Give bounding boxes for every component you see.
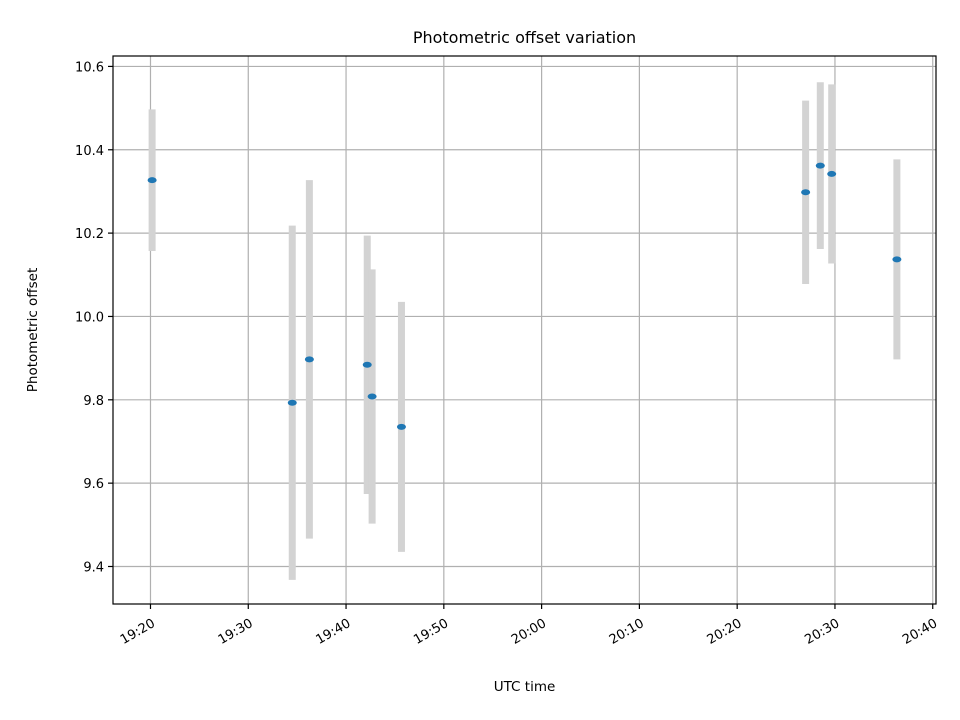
x-axis-label: UTC time	[494, 679, 556, 695]
y-tick-label: 10.6	[75, 60, 104, 75]
data-point	[827, 170, 837, 177]
grid	[113, 56, 936, 604]
y-axis-label: Photometric offset	[25, 268, 41, 392]
data-point	[362, 361, 372, 368]
y-tick-label: 9.8	[83, 394, 104, 409]
chart-title: Photometric offset variation	[413, 28, 636, 47]
data-point	[396, 423, 406, 430]
data-point	[892, 256, 902, 263]
data-markers	[147, 162, 902, 430]
data-point	[287, 399, 297, 406]
data-point	[147, 177, 157, 184]
data-point	[801, 189, 811, 196]
y-tick-label: 10.0	[75, 310, 104, 325]
y-tick-label: 9.6	[83, 477, 104, 492]
y-tick-label: 10.4	[75, 144, 104, 159]
data-point	[367, 393, 377, 400]
y-tick-label: 10.2	[75, 227, 104, 242]
y-tick-label: 9.4	[83, 560, 104, 575]
data-point	[815, 162, 825, 169]
plot-frame	[112, 55, 937, 605]
data-point	[304, 356, 314, 363]
